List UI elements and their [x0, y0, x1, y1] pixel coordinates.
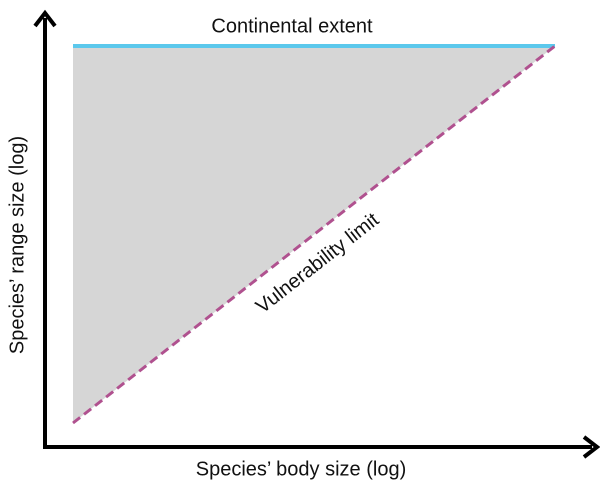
x-axis-arrow — [582, 435, 600, 459]
y-axis-arrow — [33, 9, 57, 28]
feasible-region — [73, 46, 555, 423]
x-axis-label: Species’ body size (log) — [196, 458, 406, 480]
vulnerability-limit-line — [72, 44, 556, 425]
upper-limit-label: Continental extent — [211, 15, 373, 37]
y-axis-label: Species’ range size (log) — [6, 136, 28, 354]
